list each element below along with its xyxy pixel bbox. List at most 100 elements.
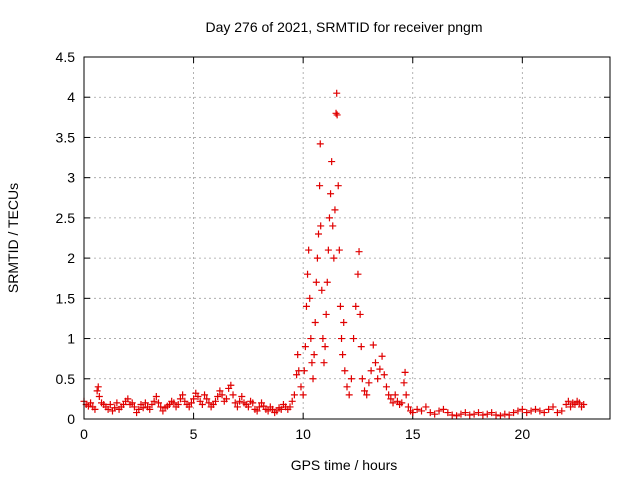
- data-point: [409, 409, 417, 417]
- data-point: [294, 351, 302, 359]
- data-point: [286, 403, 294, 411]
- data-point: [332, 109, 340, 117]
- data-point: [341, 367, 349, 375]
- y-tick-label: 1.5: [56, 290, 76, 306]
- data-point: [185, 403, 193, 411]
- data-point: [264, 407, 272, 415]
- x-tick-label: 15: [405, 426, 421, 442]
- data-point: [545, 405, 553, 413]
- data-point: [229, 391, 237, 399]
- data-point: [325, 214, 333, 222]
- data-point: [426, 409, 434, 417]
- data-point: [315, 230, 323, 238]
- data-point: [376, 365, 384, 373]
- data-point: [214, 392, 222, 400]
- data-point: [564, 397, 572, 405]
- data-point: [354, 270, 362, 278]
- data-point: [335, 246, 343, 254]
- data-point: [527, 407, 535, 415]
- data-point: [300, 367, 308, 375]
- data-point: [146, 405, 154, 413]
- data-point: [308, 359, 316, 367]
- data-point: [365, 379, 373, 387]
- data-point: [139, 404, 147, 412]
- data-point: [510, 409, 518, 417]
- data-point: [461, 409, 469, 417]
- data-point: [501, 410, 509, 418]
- data-point: [518, 405, 526, 413]
- data-point: [355, 248, 363, 256]
- data-point: [306, 294, 314, 302]
- data-point: [290, 391, 298, 399]
- data-point: [176, 395, 184, 403]
- data-point: [431, 410, 439, 418]
- data-point: [124, 395, 132, 403]
- data-point: [333, 89, 341, 97]
- data-point: [387, 395, 395, 403]
- data-point: [113, 399, 121, 407]
- data-point: [331, 206, 339, 214]
- data-point: [330, 254, 338, 262]
- y-tick-label: 3: [67, 170, 75, 186]
- data-point: [580, 401, 588, 409]
- data-point: [316, 140, 324, 148]
- grid: [84, 57, 610, 419]
- data-point: [233, 403, 241, 411]
- plot-frame: [83, 56, 611, 420]
- data-point: [338, 335, 346, 343]
- data-point: [336, 302, 344, 310]
- data-point: [435, 407, 443, 415]
- data-point: [316, 182, 324, 190]
- data-point: [238, 392, 246, 400]
- data-point: [318, 286, 326, 294]
- data-point: [327, 190, 335, 198]
- data-point: [340, 318, 348, 326]
- data-point: [253, 407, 261, 415]
- data-point: [418, 407, 426, 415]
- data-point: [179, 391, 187, 399]
- data-point: [514, 407, 522, 415]
- data-point: [558, 407, 566, 415]
- data-points: [80, 89, 588, 420]
- data-point: [324, 246, 332, 254]
- x-tick-label: 20: [515, 426, 531, 442]
- data-point: [361, 387, 369, 395]
- data-point: [401, 368, 409, 376]
- y-tick-label: 2.5: [56, 210, 76, 226]
- data-point: [231, 399, 239, 407]
- data-point: [297, 383, 305, 391]
- data-point: [333, 111, 341, 119]
- data-point: [244, 403, 252, 411]
- data-point: [488, 409, 496, 417]
- y-tick-label: 3.5: [56, 129, 76, 145]
- data-point: [194, 392, 202, 400]
- data-point: [444, 409, 452, 417]
- data-point: [319, 335, 327, 343]
- data-point: [106, 401, 114, 409]
- data-point: [398, 399, 406, 407]
- data-point: [91, 405, 99, 413]
- data-point: [277, 405, 285, 413]
- data-point: [309, 375, 317, 383]
- data-point: [358, 375, 366, 383]
- data-point: [339, 351, 347, 359]
- x-tick-label: 5: [190, 426, 198, 442]
- data-point: [304, 270, 312, 278]
- data-point: [198, 401, 206, 409]
- data-point: [157, 403, 165, 411]
- data-point: [402, 391, 410, 399]
- data-point: [95, 392, 103, 400]
- data-point: [313, 254, 321, 262]
- data-point: [201, 391, 209, 399]
- data-point: [496, 412, 504, 420]
- data-point: [466, 411, 474, 419]
- data-point: [150, 397, 158, 405]
- data-point: [448, 411, 456, 419]
- data-point: [329, 222, 337, 230]
- data-point: [310, 351, 318, 359]
- data-point: [227, 381, 235, 389]
- data-point: [130, 403, 138, 411]
- chart-title: Day 276 of 2021, SRMTID for receiver png…: [205, 19, 482, 35]
- data-point: [505, 411, 513, 419]
- data-point: [212, 397, 219, 405]
